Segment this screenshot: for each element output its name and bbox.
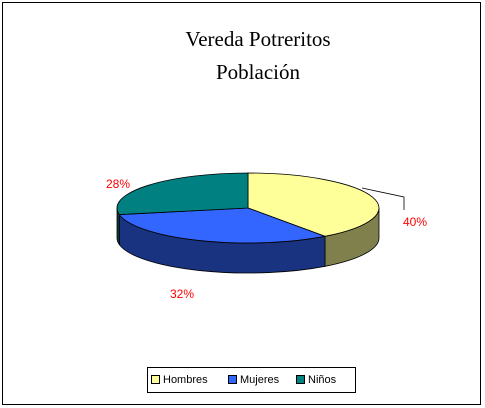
data-label: 28% bbox=[106, 177, 130, 191]
slice bbox=[247, 172, 380, 237]
legend-label: Mujeres bbox=[240, 374, 280, 386]
legend-box bbox=[147, 367, 356, 393]
chart-subtitle: Población bbox=[216, 60, 300, 84]
legend-label: Hombres bbox=[163, 374, 208, 386]
legend-swatch bbox=[296, 375, 305, 384]
legend-swatch bbox=[228, 375, 237, 384]
legend-swatch bbox=[151, 375, 160, 384]
legend-label: Niños bbox=[308, 374, 337, 386]
data-label: 40% bbox=[403, 215, 427, 229]
chart-title: Vereda Potreritos bbox=[185, 27, 330, 51]
data-label: 32% bbox=[170, 287, 194, 301]
slice bbox=[116, 172, 249, 215]
leader-line bbox=[361, 187, 405, 210]
slice bbox=[118, 207, 327, 244]
